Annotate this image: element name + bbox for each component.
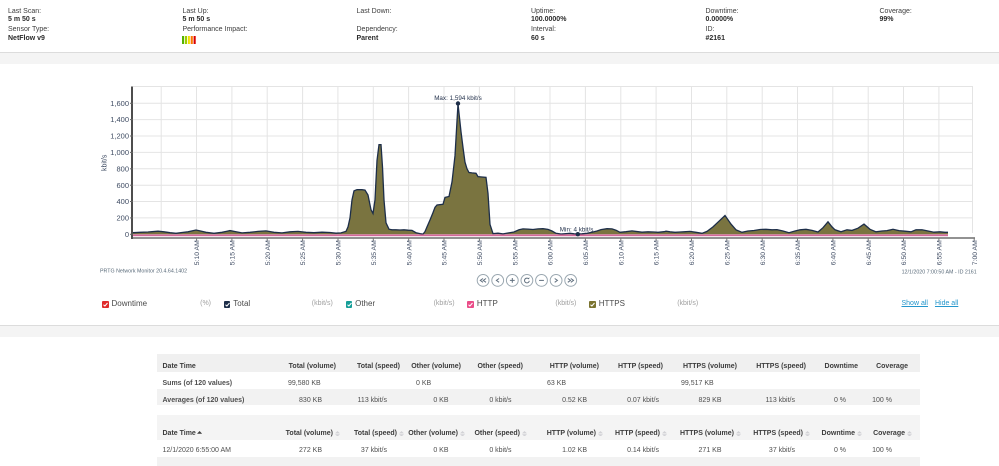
svg-text:5:55 AM: 5:55 AM — [512, 240, 519, 265]
svg-text:6:10 AM: 6:10 AM — [618, 240, 625, 265]
svg-text:6:40 AM: 6:40 AM — [831, 240, 838, 265]
svg-text:PRTG Network Monitor 20.4.64.1: PRTG Network Monitor 20.4.64.1402 — [100, 269, 187, 275]
svg-text:6:00 AM: 6:00 AM — [548, 240, 555, 265]
svg-text:5:45 AM: 5:45 AM — [442, 240, 449, 265]
svg-text:5:10 AM: 5:10 AM — [194, 240, 201, 265]
svg-text:800: 800 — [116, 164, 129, 173]
svg-text:5:35 AM: 5:35 AM — [371, 240, 378, 265]
svg-text:6:55 AM: 6:55 AM — [937, 240, 944, 265]
svg-text:Min: 4 kbit/s: Min: 4 kbit/s — [560, 226, 594, 233]
svg-text:5:15 AM: 5:15 AM — [230, 240, 237, 265]
svg-text:6:20 AM: 6:20 AM — [689, 240, 696, 265]
svg-text:Max: 1,594 kbit/s: Max: 1,594 kbit/s — [434, 95, 482, 102]
svg-text:6:25 AM: 6:25 AM — [724, 240, 731, 265]
svg-text:1,400: 1,400 — [110, 115, 129, 124]
svg-text:12/1/2020 7:00:50 AM - ID 2161: 12/1/2020 7:00:50 AM - ID 2161 — [902, 270, 977, 276]
svg-text:5:20 AM: 5:20 AM — [265, 240, 272, 265]
svg-text:1,000: 1,000 — [110, 148, 129, 157]
svg-text:5:30 AM: 5:30 AM — [336, 240, 343, 265]
svg-text:5:40 AM: 5:40 AM — [406, 240, 413, 265]
svg-text:6:15 AM: 6:15 AM — [654, 240, 661, 265]
svg-text:0: 0 — [125, 230, 129, 239]
svg-text:kbit/s: kbit/s — [102, 154, 109, 171]
svg-text:400: 400 — [116, 197, 129, 206]
svg-text:6:50 AM: 6:50 AM — [901, 240, 908, 265]
svg-text:1,600: 1,600 — [110, 99, 129, 108]
svg-text:6:30 AM: 6:30 AM — [760, 240, 767, 265]
svg-text:5:50 AM: 5:50 AM — [477, 240, 484, 265]
svg-text:200: 200 — [116, 214, 129, 223]
svg-text:5:25 AM: 5:25 AM — [300, 240, 307, 265]
svg-text:6:45 AM: 6:45 AM — [866, 240, 873, 265]
svg-text:6:35 AM: 6:35 AM — [795, 240, 802, 265]
svg-text:7:00 AM: 7:00 AM — [972, 240, 979, 265]
svg-text:6:05 AM: 6:05 AM — [583, 240, 590, 265]
svg-text:600: 600 — [116, 181, 129, 190]
svg-text:1,200: 1,200 — [110, 132, 129, 141]
